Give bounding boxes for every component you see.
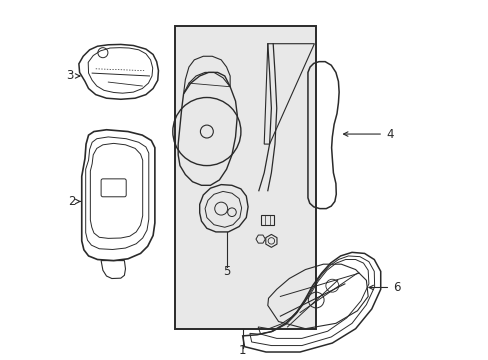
Bar	[174, 26, 316, 329]
Text: 1: 1	[239, 345, 246, 357]
Text: 2: 2	[68, 195, 81, 208]
Text: 4: 4	[343, 127, 393, 140]
Text: 5: 5	[223, 265, 230, 278]
Text: 6: 6	[368, 281, 400, 294]
Text: 3: 3	[66, 69, 80, 82]
Bar	[260, 215, 274, 225]
